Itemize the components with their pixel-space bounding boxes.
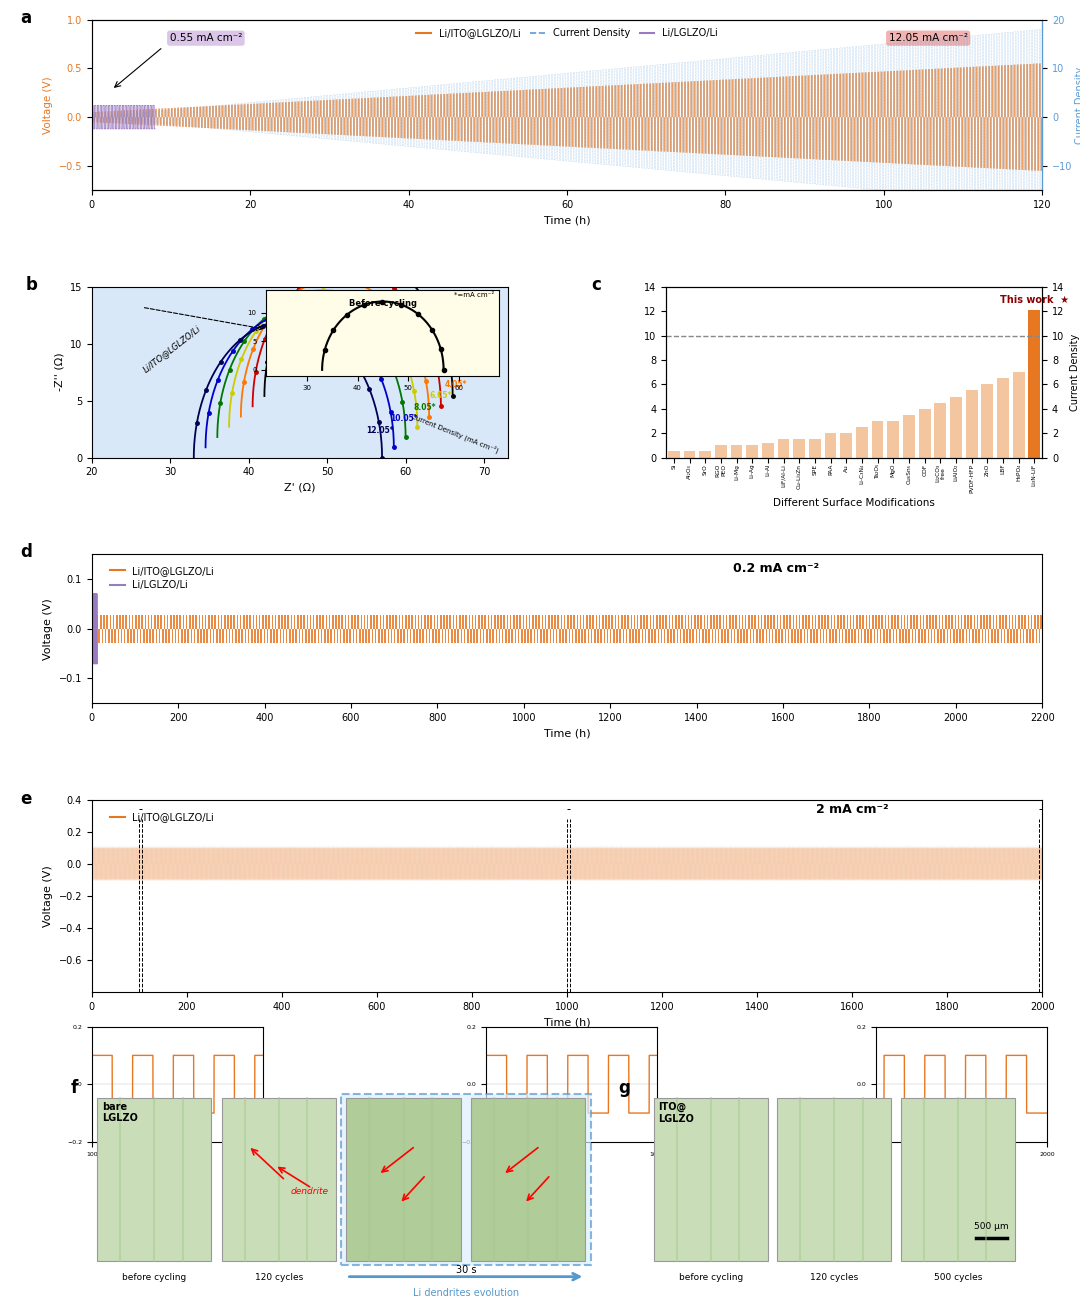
Text: Li/ITO@LGLZO/Li: Li/ITO@LGLZO/Li [141, 324, 203, 374]
X-axis label: Time (h): Time (h) [543, 729, 591, 738]
Bar [934, 403, 946, 458]
Bar [888, 421, 900, 458]
Bar [919, 408, 931, 458]
Text: Li dendrites evolution: Li dendrites evolution [413, 1288, 518, 1299]
Bar [347, 1098, 460, 1261]
Text: 30 s: 30 s [456, 1265, 476, 1275]
Text: 2.05*: 2.05* [460, 365, 483, 374]
Y-axis label: Voltage (V): Voltage (V) [43, 864, 53, 927]
Y-axis label: -Z'' (Ω): -Z'' (Ω) [54, 352, 64, 391]
Text: 0.2 mA cm⁻²: 0.2 mA cm⁻² [733, 562, 819, 575]
Legend: Li/ITO@LGLZO/Li, Li/LGLZO/Li: Li/ITO@LGLZO/Li, Li/LGLZO/Li [106, 562, 218, 594]
Text: ITO@
LGLZO: ITO@ LGLZO [658, 1101, 693, 1123]
Bar [221, 1098, 336, 1261]
Bar [731, 446, 742, 458]
Text: 2 mA cm⁻²: 2 mA cm⁻² [815, 803, 889, 816]
Text: 8.05*: 8.05* [414, 403, 436, 412]
Bar [1028, 311, 1040, 458]
Text: c: c [591, 277, 600, 294]
Text: e: e [21, 790, 32, 809]
Bar [778, 1098, 891, 1261]
Y-axis label: Voltage (V): Voltage (V) [43, 77, 53, 134]
Legend: Li/ITO@LGLZO/Li: Li/ITO@LGLZO/Li [106, 809, 218, 827]
Bar [341, 1095, 591, 1265]
Bar [700, 451, 711, 458]
Text: 500 μm: 500 μm [974, 1222, 1009, 1231]
Text: d: d [21, 543, 32, 562]
Bar [97, 1098, 212, 1261]
Legend: Li/ITO@LGLZO/Li, Current Density, Li/LGLZO/Li: Li/ITO@LGLZO/Li, Current Density, Li/LGL… [413, 25, 721, 42]
Text: g: g [619, 1079, 631, 1097]
Text: f: f [70, 1079, 78, 1097]
Bar [840, 433, 852, 458]
Bar [872, 421, 883, 458]
X-axis label: Different Surface Modifications: Different Surface Modifications [773, 498, 935, 508]
X-axis label: Time (h): Time (h) [543, 216, 591, 226]
Text: 12.05 mA cm⁻²: 12.05 mA cm⁻² [889, 34, 968, 43]
Bar [966, 390, 977, 458]
Text: 6.05*: 6.05* [429, 391, 451, 400]
Bar [950, 396, 962, 458]
Text: 12.05*: 12.05* [366, 425, 394, 434]
Bar [1013, 372, 1025, 458]
Bar [982, 385, 994, 458]
Bar [778, 439, 789, 458]
Y-axis label: Current Density
(mA cm⁻²): Current Density (mA cm⁻²) [1070, 334, 1080, 411]
Bar [684, 451, 696, 458]
Bar [794, 439, 805, 458]
Text: 10.05*: 10.05* [390, 415, 418, 422]
Text: b: b [25, 277, 37, 294]
Bar [997, 378, 1009, 458]
Text: 500 cycles: 500 cycles [934, 1273, 982, 1282]
Text: 120 cycles: 120 cycles [255, 1273, 303, 1282]
X-axis label: Z' (Ω): Z' (Ω) [284, 482, 315, 493]
Y-axis label: Voltage (V): Voltage (V) [43, 598, 53, 659]
Text: before cycling: before cycling [678, 1273, 743, 1282]
Text: This work  ★: This work ★ [1000, 295, 1069, 304]
Bar [809, 439, 821, 458]
Text: bare
LGLZO: bare LGLZO [103, 1101, 138, 1123]
Bar [667, 451, 679, 458]
Text: dendrite: dendrite [291, 1187, 328, 1196]
Text: 120 cycles: 120 cycles [810, 1273, 859, 1282]
X-axis label: Time (h): Time (h) [543, 1017, 591, 1027]
Bar [825, 433, 837, 458]
Text: a: a [21, 9, 31, 27]
Bar [746, 446, 758, 458]
Bar [903, 415, 915, 458]
Text: before cycling: before cycling [122, 1273, 186, 1282]
Bar [762, 443, 773, 458]
Bar [901, 1098, 1015, 1261]
Text: 4.05*: 4.05* [445, 380, 468, 389]
Bar [471, 1098, 585, 1261]
Text: 0.55 mA cm⁻²: 0.55 mA cm⁻² [170, 34, 242, 43]
Bar [715, 446, 727, 458]
Text: Current Density (mA cm⁻²): Current Density (mA cm⁻²) [409, 412, 499, 454]
Bar [856, 426, 868, 458]
Y-axis label: Current Density
(mA cm⁻²): Current Density (mA cm⁻²) [1075, 66, 1080, 143]
Bar [654, 1098, 768, 1261]
